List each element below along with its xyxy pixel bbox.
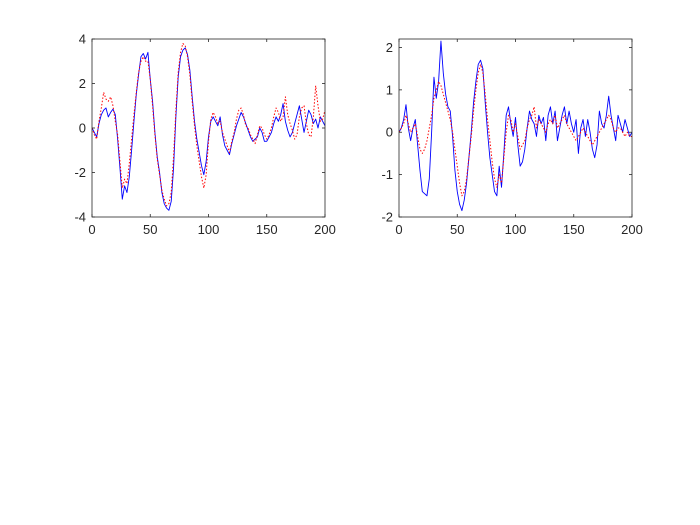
left-x-tick-label: 200 (314, 222, 336, 237)
right-x-tick-label: 100 (505, 222, 527, 237)
right-x-tick-label: 200 (621, 222, 643, 237)
left-plot: 0 50 100 150 200 -4 -2 0 2 4 (74, 32, 335, 238)
left-y-tick-label: 4 (79, 32, 86, 47)
right-series-solid-blue-line (399, 40, 632, 212)
right-plot: 0 50 100 150 200 -2 -1 0 1 2 (381, 38, 643, 237)
left-axes-background (92, 39, 325, 217)
left-x-tick-label: 50 (143, 222, 157, 237)
right-y-tick-label: -2 (381, 210, 393, 225)
left-y-tick-label: 0 (79, 121, 86, 136)
right-x-tick-label: 50 (450, 222, 464, 237)
right-y-tick-label: -1 (381, 167, 393, 182)
left-y-tick-label: 2 (79, 76, 86, 91)
left-y-tick-label: -4 (74, 210, 86, 225)
left-x-tick-label: 0 (88, 222, 95, 237)
right-y-tick-label: 0 (386, 125, 393, 140)
right-x-tick-label: 0 (395, 222, 402, 237)
right-series-dotted-red-line (399, 63, 632, 197)
right-y-tick-label: 1 (386, 82, 393, 97)
left-y-tick-label: -2 (74, 165, 86, 180)
right-axes-background (399, 39, 632, 217)
left-x-tick-label: 100 (198, 222, 220, 237)
right-x-tick-label: 150 (563, 222, 585, 237)
left-x-tick-label: 150 (256, 222, 278, 237)
right-y-tick-label: 2 (386, 40, 393, 55)
